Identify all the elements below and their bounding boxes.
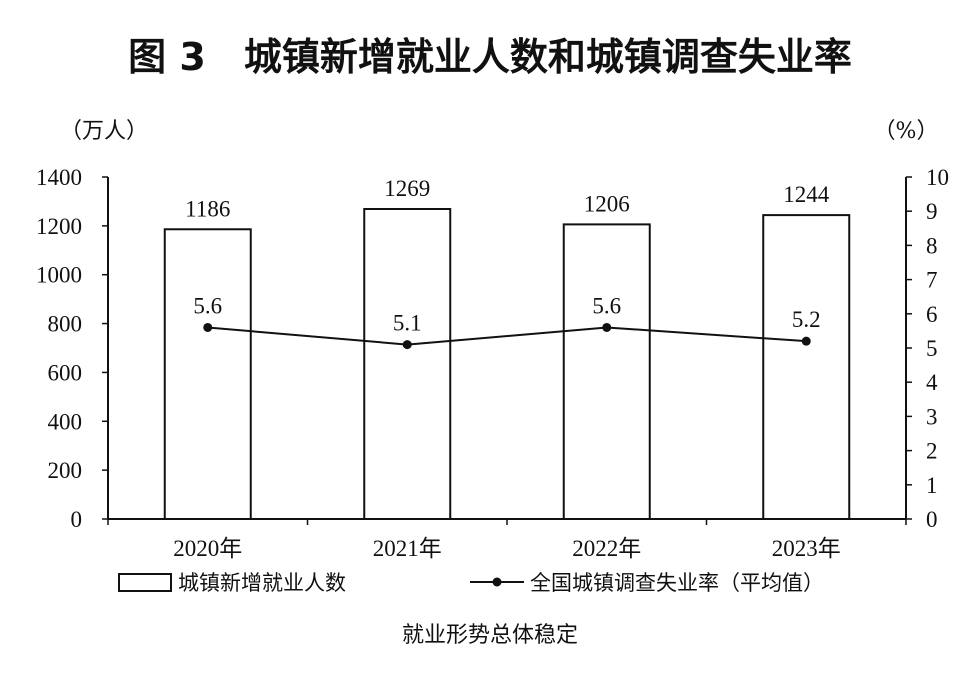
chart-title: 图 3 城镇新增就业人数和城镇调查失业率 <box>128 35 852 79</box>
unemployment-point <box>203 322 213 332</box>
left-tick-label: 1200 <box>36 214 82 239</box>
legend-bar-label: 城镇新增就业人数 <box>178 571 346 595</box>
line-value-label: 5.1 <box>393 311 422 336</box>
right-tick-label: 7 <box>926 268 938 293</box>
unemployment-point <box>402 340 412 350</box>
legend-line-label: 全国城镇调查失业率（平均值） <box>530 571 824 595</box>
x-tick-label: 2021年 <box>373 536 442 561</box>
right-tick-label: 5 <box>926 336 938 361</box>
legend-line-marker <box>492 577 502 587</box>
right-tick-label: 9 <box>926 199 938 224</box>
right-tick-label: 3 <box>926 404 938 429</box>
bar <box>163 228 252 521</box>
left-axis-unit: （万人） <box>60 119 148 144</box>
left-tick-label: 1000 <box>36 263 82 288</box>
left-tick-label: 200 <box>48 458 83 483</box>
plot-area: 0 200 400 600 800 1000 1200 1400 0 1 2 3 4 5 6 7 8 9 10 202… <box>36 165 949 561</box>
legend-bar-swatch <box>118 573 172 592</box>
left-tick-label: 0 <box>71 507 83 532</box>
bar-value-label: 1269 <box>384 176 430 201</box>
left-tick-label: 400 <box>48 409 83 434</box>
figure-caption: 就业形势总体稳定 <box>402 623 578 648</box>
unemployment-point <box>602 322 612 332</box>
right-tick-label: 8 <box>926 233 938 258</box>
right-tick-label: 0 <box>926 507 938 532</box>
legend: 城镇新增就业人数 全国城镇调查失业率（平均值） <box>118 571 824 595</box>
bar <box>562 223 651 521</box>
bar <box>363 208 452 520</box>
x-tick-label: 2022年 <box>572 536 641 561</box>
line-value-label: 5.6 <box>592 293 621 318</box>
left-tick-label: 1400 <box>36 165 82 190</box>
bar-value-label: 1206 <box>584 191 630 216</box>
x-tick-label: 2020年 <box>173 536 242 561</box>
right-tick-label: 6 <box>926 302 938 327</box>
right-axis-unit: （%） <box>874 119 939 144</box>
x-tick-label: 2023年 <box>772 536 841 561</box>
left-tick-label: 800 <box>48 312 83 337</box>
bar-value-label: 1244 <box>783 182 830 207</box>
unemployment-point <box>801 336 811 346</box>
line-value-label: 5.2 <box>792 307 821 332</box>
right-tick-label: 4 <box>926 370 938 395</box>
right-tick-label: 10 <box>926 165 949 190</box>
right-tick-label: 2 <box>926 439 938 464</box>
right-tick-label: 1 <box>926 473 938 498</box>
left-tick-label: 600 <box>48 360 83 385</box>
bar-value-label: 1186 <box>185 196 230 221</box>
line-value-label: 5.6 <box>193 293 222 318</box>
bar <box>762 214 851 520</box>
unemployment-line <box>207 326 807 346</box>
